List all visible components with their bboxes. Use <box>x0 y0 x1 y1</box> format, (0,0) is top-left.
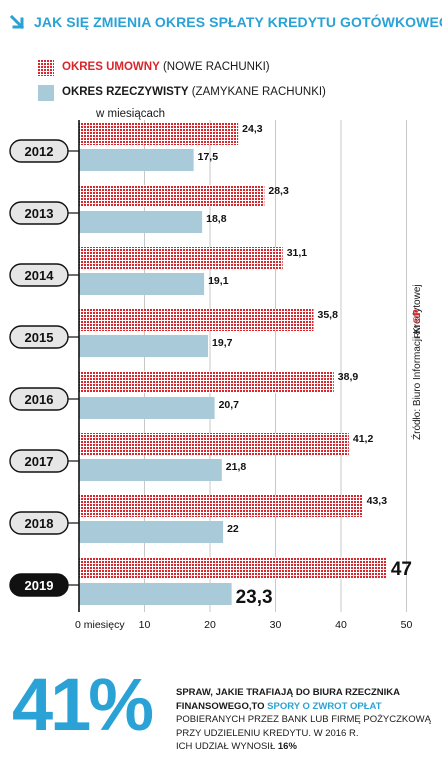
bar-contract <box>79 495 363 517</box>
legend-swatch-actual <box>38 85 54 101</box>
bar-actual <box>79 149 194 171</box>
year-label: 2019 <box>25 578 54 593</box>
data-label-actual: 20,7 <box>219 399 240 411</box>
legend-swatch-contract <box>38 60 54 76</box>
data-label-actual: 19,7 <box>212 337 233 349</box>
bar-actual <box>79 335 209 357</box>
axis-unit-label: w miesiącach <box>96 108 166 120</box>
x-tick-label: 30 <box>270 619 282 631</box>
credit-mark: RM ©P <box>412 309 423 338</box>
bar-actual <box>79 273 205 295</box>
data-label-actual: 21,8 <box>226 461 247 473</box>
data-label-actual: 23,3 <box>236 587 273 608</box>
bar-contract <box>79 123 239 145</box>
bar-actual <box>79 211 203 233</box>
source-note: Źródło: Biuro Informacji Kredytowej <box>412 284 423 440</box>
bar-actual <box>79 521 224 543</box>
bar-contract <box>79 185 265 207</box>
data-label-actual: 22 <box>227 523 239 535</box>
data-label-contract: 24,3 <box>242 123 263 135</box>
x-tick-label: 10 <box>139 619 151 631</box>
year-label: 2012 <box>25 144 54 159</box>
data-label-contract: 43,3 <box>367 495 388 507</box>
legend-label-contract: OKRES UMOWNY (NOWE RACHUNKI) <box>62 61 270 73</box>
year-label: 2016 <box>25 392 54 407</box>
bar-contract <box>79 433 349 455</box>
x-tick-label: 20 <box>204 619 216 631</box>
year-label: 2014 <box>25 268 55 283</box>
chart-header: JAK SIĘ ZMIENIA OKRES SPŁATY KREDYTU GOT… <box>10 14 442 40</box>
chart-title: JAK SIĘ ZMIENIA OKRES SPŁATY KREDYTU GOT… <box>34 14 442 30</box>
data-label-contract: 35,8 <box>317 309 338 321</box>
data-label-contract: 41,2 <box>353 433 374 445</box>
data-label-contract: 31,1 <box>287 247 308 259</box>
x-tick-label: 40 <box>335 619 347 631</box>
big-stat-number: 41% <box>12 663 154 746</box>
year-label: 2013 <box>25 206 54 221</box>
bar-contract <box>79 371 334 393</box>
stat-description: SPRAW, JAKIE TRAFIAJĄ DO BIURA RZECZNIKA… <box>176 687 431 752</box>
x-tick-label: 0 miesięcy <box>75 619 125 631</box>
year-label: 2018 <box>25 516 54 531</box>
bar-actual <box>79 583 232 605</box>
data-label-contract: 28,3 <box>268 185 289 197</box>
data-label-actual: 19,1 <box>208 275 229 287</box>
bar-chart: 2012 24,3 17,5 2013 28,3 18,8 2014 31,1 19,1 2015… <box>9 120 413 631</box>
data-label-actual: 18,8 <box>206 213 227 225</box>
year-label: 2015 <box>25 330 54 345</box>
data-label-actual: 17,5 <box>198 151 219 163</box>
legend-label-actual: OKRES RZECZYWISTY (ZAMYKANE RACHUNKI) <box>62 86 326 98</box>
bar-actual <box>79 397 215 419</box>
bar-contract <box>79 557 387 579</box>
arrow-down-right-icon <box>10 15 25 30</box>
x-tick-label: 50 <box>401 619 413 631</box>
bar-actual <box>79 459 222 481</box>
bar-contract <box>79 247 283 269</box>
bar-contract <box>79 309 314 331</box>
data-label-contract: 47 <box>391 559 412 580</box>
year-label: 2017 <box>25 454 54 469</box>
data-label-contract: 38,9 <box>338 371 359 383</box>
